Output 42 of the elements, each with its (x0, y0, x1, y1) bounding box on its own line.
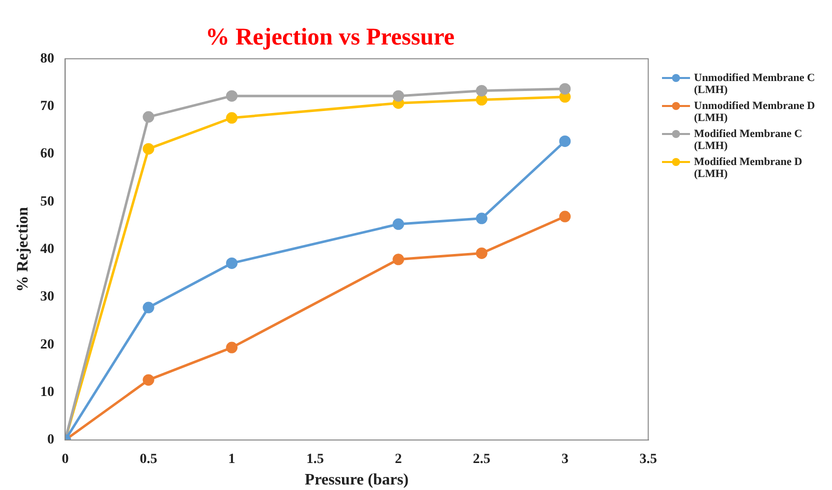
chart-title: % Rejection vs Pressure (205, 24, 455, 51)
point (559, 135, 571, 147)
x-tick-label: 2.5 (472, 452, 490, 468)
legend-label: Modified Membrane D (LMH) (694, 156, 804, 180)
y-tick-label: 0 (47, 432, 54, 448)
point (142, 143, 154, 155)
x-axis-title: Pressure (bars) (304, 472, 409, 489)
point (476, 84, 488, 96)
y-tick-label: 40 (40, 242, 54, 258)
point (476, 212, 488, 224)
x-tick-label: 1 (228, 452, 236, 468)
x-tick-label: 3.5 (640, 452, 657, 468)
x-tick-label: 3 (561, 452, 568, 468)
point (392, 90, 404, 102)
y-tick-label: 70 (40, 99, 54, 114)
x-tick-label: 1.5 (306, 452, 324, 468)
point (142, 111, 154, 123)
point (142, 302, 154, 314)
x-tick-label: 0.5 (140, 452, 158, 468)
point (476, 94, 488, 106)
point (392, 254, 404, 266)
y-tick-label: 20 (40, 337, 54, 352)
x-tick-label: 0 (62, 452, 69, 468)
point (226, 90, 238, 102)
point (226, 342, 238, 354)
point (226, 257, 238, 269)
point (226, 112, 238, 124)
y-tick-label: 30 (40, 290, 54, 305)
legend-label: Unmodified Membrane D (LMH) (694, 100, 816, 124)
point (476, 247, 488, 259)
y-tick-label: 50 (40, 194, 54, 210)
x-tick-label: 2 (394, 452, 402, 468)
legend-label: Modified Membrane C (LMH) (694, 128, 804, 152)
y-tick-label: 10 (40, 384, 54, 400)
legend-label: Unmodified Membrane C (LMH) (694, 72, 816, 96)
y-tick-label: 60 (40, 146, 54, 162)
y-tick-label: 80 (40, 51, 54, 66)
point (559, 210, 571, 222)
point (559, 83, 571, 95)
point (142, 374, 154, 386)
y-axis-title: % Rejection (14, 206, 32, 292)
point (392, 218, 404, 230)
